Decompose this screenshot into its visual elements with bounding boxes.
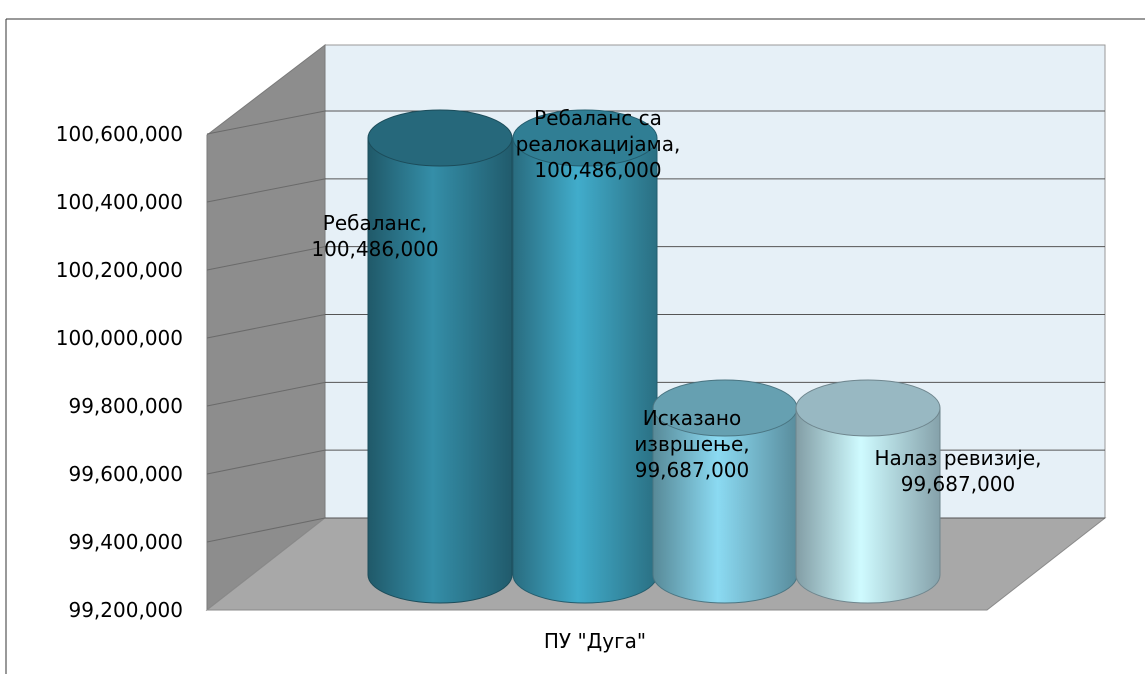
gridline-side [206, 178, 326, 203]
gridline-side [206, 449, 326, 475]
y-tick-label: 100,400,000 [56, 190, 183, 214]
cylinder-bars [367, 109, 941, 604]
y-tick-label: 100,000,000 [56, 326, 183, 350]
cylinder-bar [652, 379, 798, 604]
data-label-line: Ребаланс, [323, 211, 427, 235]
y-tick-label: 99,400,000 [68, 530, 183, 554]
y-tick-label: 99,800,000 [68, 394, 183, 418]
cylinder-body [652, 407, 798, 604]
x-category-label: ПУ "Дуга" [544, 629, 646, 653]
data-label-line: Ребаланс са [534, 106, 662, 130]
y-tick-label: 100,200,000 [56, 258, 183, 282]
y-tick-label: 99,600,000 [68, 462, 183, 486]
data-label: Ребаланс са реалокацијама, 100,486,000 [516, 106, 681, 182]
gridline-side [206, 246, 326, 271]
gridline-side [206, 314, 326, 339]
cylinder-top [512, 109, 658, 167]
data-label-line: 100,486,000 [311, 237, 438, 261]
side-wall [206, 43, 326, 612]
cylinder-top [367, 109, 513, 167]
gridline-side [206, 517, 326, 543]
data-label-line: 99,687,000 [635, 458, 750, 482]
data-label-line: извршење, [634, 432, 749, 456]
cylinder-bar [367, 109, 513, 604]
cylinder-body [367, 137, 513, 604]
data-label-line: реалокацијама, [516, 132, 681, 156]
gridline-side [206, 381, 326, 407]
y-tick-label: 100,600,000 [56, 122, 183, 146]
gridline-side [206, 110, 326, 135]
cylinder-body [512, 137, 658, 604]
frame-border [5, 18, 1145, 674]
cylinder-top [795, 379, 941, 437]
data-label: Исказано извршење, 99,687,000 [634, 406, 749, 482]
y-axis-ticks: 99,200,000 99,400,000 99,600,000 99,800,000… [56, 122, 183, 622]
data-label-line: 99,687,000 [901, 472, 1016, 496]
data-label-line: Налаз ревизије, [875, 446, 1042, 470]
data-label-line: 100,486,000 [534, 158, 661, 182]
data-label: Налаз ревизије, 99,687,000 [875, 446, 1042, 496]
cylinder-body [795, 407, 941, 604]
cylinder-bar [512, 109, 658, 604]
data-label-line: Исказано [643, 406, 742, 430]
data-label: Ребаланс, 100,486,000 [311, 211, 438, 261]
cylinder-bar [795, 379, 941, 604]
y-tick-label: 99,200,000 [68, 598, 183, 622]
